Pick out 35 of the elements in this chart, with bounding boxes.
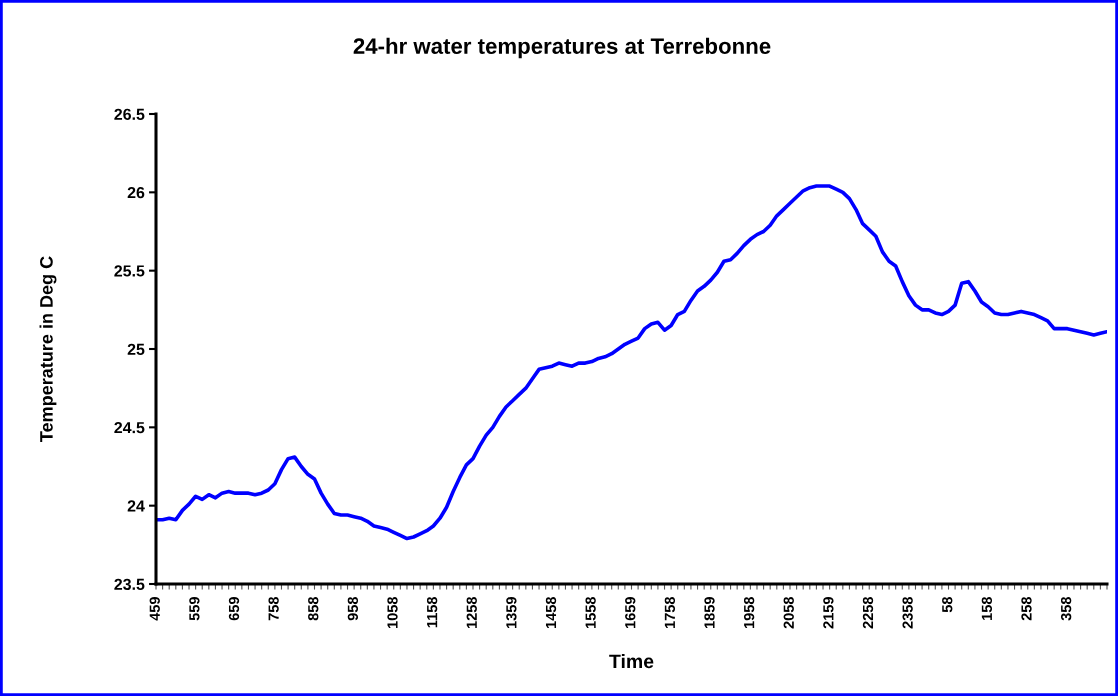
x-tick-label: 758: [268, 596, 279, 621]
y-tick-label: 26: [127, 186, 145, 199]
x-tick-label: 1359: [506, 597, 517, 629]
x-tick-label: 559: [189, 597, 200, 621]
x-tick-label: 1958: [743, 596, 755, 629]
x-tick-label: 358: [1060, 596, 1072, 621]
x-tick-label: 1659: [625, 597, 636, 629]
y-tick-label: 23.5: [114, 578, 145, 590]
y-tick-label: 24: [127, 500, 145, 512]
x-tick-label: 2159: [823, 597, 834, 629]
x-tick-label: 1859: [704, 597, 715, 629]
x-tick-label: 1258: [466, 596, 477, 629]
x-tick-label: 158: [981, 596, 993, 620]
x-tick-label: 258: [1021, 596, 1032, 621]
x-tick-label: 1058: [387, 596, 398, 629]
x-tick-label: 2258: [862, 596, 874, 629]
line-series: [156, 184, 1107, 541]
x-tick-label: 58: [942, 596, 953, 613]
chart-title: 24-hr water temperatures at Terrebonne: [353, 37, 771, 59]
y-tick-label: 25.5: [114, 265, 145, 277]
x-tick-label: 2058: [783, 596, 794, 629]
x-tick-label: 1758: [664, 596, 676, 629]
x-tick-label: 1458: [545, 596, 557, 629]
x-tick-label: 659: [228, 597, 240, 621]
y-tick-label: 26.5: [114, 108, 145, 120]
x-tick-label: 958: [347, 596, 359, 621]
x-tick-label: 858: [308, 596, 319, 621]
y-tick-label: 24.5: [114, 421, 145, 434]
x-tick-label: 2358: [902, 596, 913, 629]
y-tick-label: 25: [127, 343, 145, 355]
x-tick-label: 1158: [426, 596, 438, 628]
x-tick-label: 459: [149, 597, 160, 621]
y-axis-title: Temperature in Deg C: [39, 256, 57, 442]
x-tick-label: 1558: [585, 596, 596, 629]
x-axis-title: Time: [609, 653, 654, 669]
